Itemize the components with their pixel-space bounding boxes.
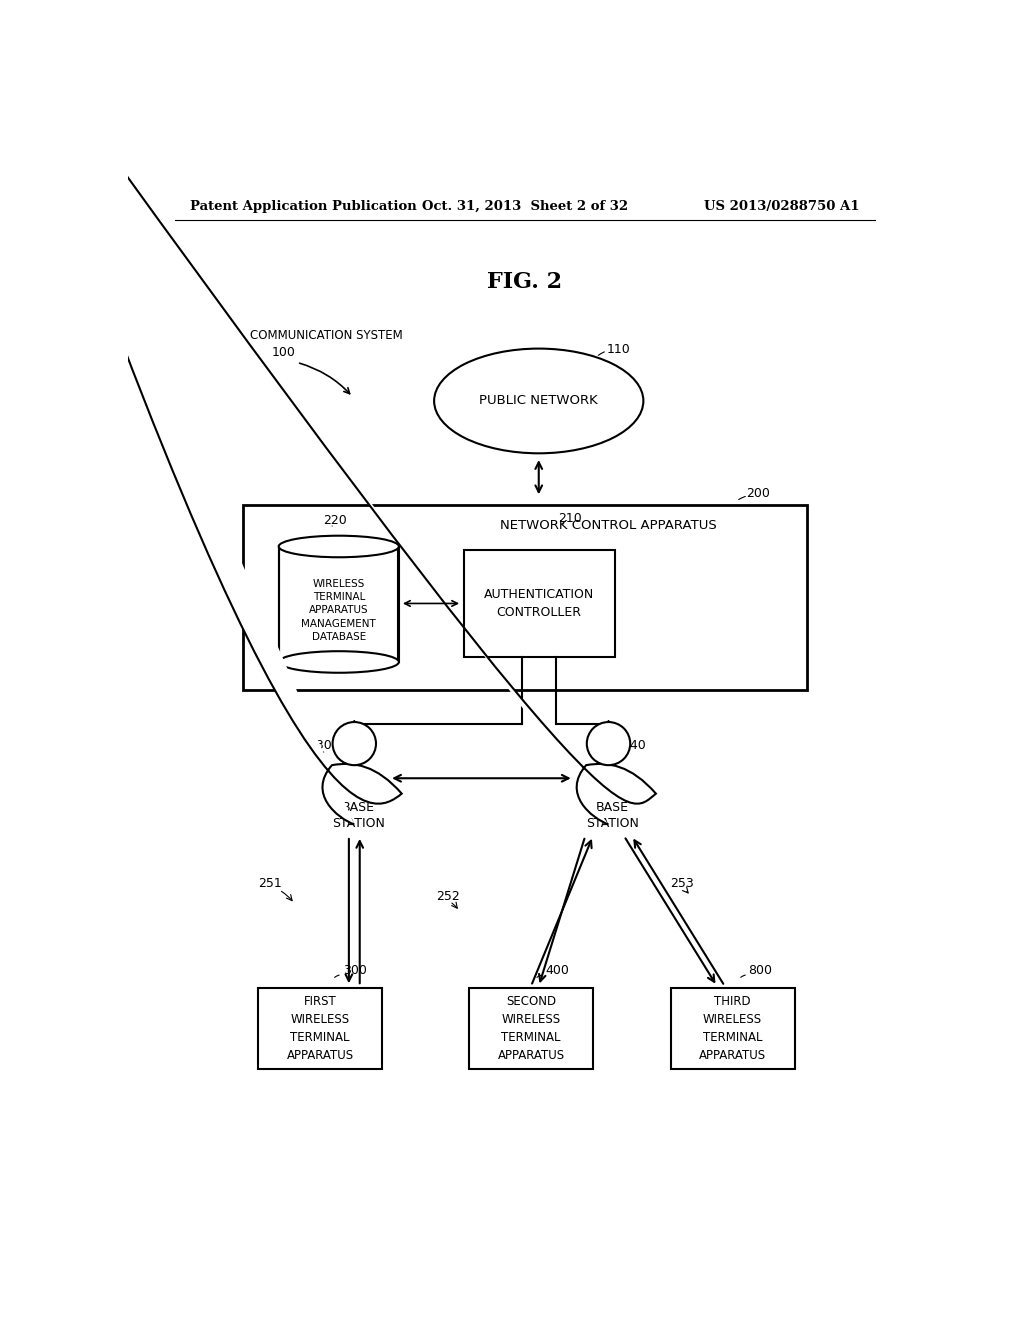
Text: 100: 100 xyxy=(271,346,295,359)
Text: BASE
STATION: BASE STATION xyxy=(332,801,385,830)
Text: 252: 252 xyxy=(436,890,460,903)
Text: AUTHENTICATION
CONTROLLER: AUTHENTICATION CONTROLLER xyxy=(483,587,594,619)
Text: 200: 200 xyxy=(746,487,770,500)
Text: BASE
STATION: BASE STATION xyxy=(586,801,639,830)
Text: US 2013/0288750 A1: US 2013/0288750 A1 xyxy=(705,199,859,213)
Ellipse shape xyxy=(587,722,630,766)
Bar xyxy=(243,506,807,689)
PathPatch shape xyxy=(0,764,656,1320)
Text: 400: 400 xyxy=(545,964,568,977)
Bar xyxy=(469,989,593,1069)
Text: 220: 220 xyxy=(324,513,347,527)
Text: WIRELESS
TERMINAL
APPARATUS
MANAGEMENT
DATABASE: WIRELESS TERMINAL APPARATUS MANAGEMENT D… xyxy=(301,579,376,642)
Text: 110: 110 xyxy=(607,343,631,356)
Text: FIRST
WIRELESS
TERMINAL
APPARATUS: FIRST WIRELESS TERMINAL APPARATUS xyxy=(287,995,353,1063)
Text: 800: 800 xyxy=(748,964,772,977)
Ellipse shape xyxy=(333,722,376,766)
Text: Patent Application Publication: Patent Application Publication xyxy=(190,199,417,213)
Text: THIRD
WIRELESS
TERMINAL
APPARATUS: THIRD WIRELESS TERMINAL APPARATUS xyxy=(699,995,766,1063)
Ellipse shape xyxy=(279,651,399,673)
Text: NETWORK CONTROL APPARATUS: NETWORK CONTROL APPARATUS xyxy=(500,519,717,532)
PathPatch shape xyxy=(0,764,401,1320)
Bar xyxy=(671,989,795,1069)
Text: 210: 210 xyxy=(558,512,582,525)
Text: COMMUNICATION SYSTEM: COMMUNICATION SYSTEM xyxy=(251,329,403,342)
Ellipse shape xyxy=(279,536,399,557)
Text: SECOND
WIRELESS
TERMINAL
APPARATUS: SECOND WIRELESS TERMINAL APPARATUS xyxy=(498,995,564,1063)
Text: 300: 300 xyxy=(343,964,368,977)
Text: 251: 251 xyxy=(258,878,282,890)
Text: PUBLIC NETWORK: PUBLIC NETWORK xyxy=(479,395,598,408)
Text: Oct. 31, 2013  Sheet 2 of 32: Oct. 31, 2013 Sheet 2 of 32 xyxy=(422,199,628,213)
Text: 230: 230 xyxy=(308,739,333,751)
Text: FIG. 2: FIG. 2 xyxy=(487,271,562,293)
Text: 240: 240 xyxy=(623,739,646,751)
Bar xyxy=(464,549,614,657)
Bar xyxy=(280,546,399,663)
Text: 253: 253 xyxy=(671,878,694,890)
Bar xyxy=(258,989,382,1069)
